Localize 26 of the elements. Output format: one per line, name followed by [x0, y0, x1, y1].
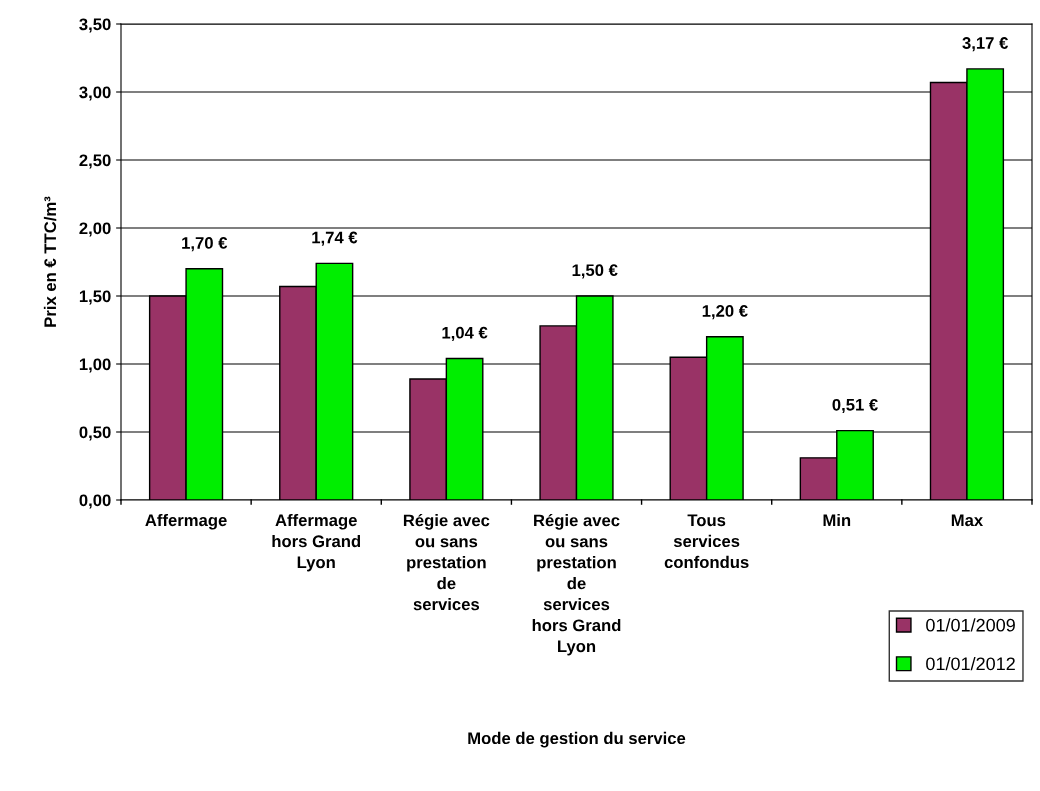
y-tick-label: 0,50 [79, 426, 111, 441]
x-tick-label: Tous services confondus [664, 514, 749, 569]
data-label: 1,50 € [572, 264, 618, 279]
x-tick-label: Régie avec ou sans prestation de services [403, 513, 490, 611]
y-tick-label: 0,00 [79, 494, 111, 509]
data-label: 0,51 € [832, 398, 878, 414]
data-label: 3,17 € [962, 37, 1009, 52]
x-tick-label: Max [951, 514, 984, 527]
y-tick-label: 3,50 [79, 18, 111, 33]
data-label: 1,04 € [442, 326, 488, 342]
x-axis-title: Mode de gestion du service [468, 731, 686, 748]
legend-label: 01/01/2012 [926, 656, 1015, 671]
y-tick-label: 2,50 [79, 154, 111, 169]
y-tick-label: 3,00 [79, 86, 111, 101]
y-tick-label: 2,00 [79, 222, 111, 237]
data-label: 1,20 € [702, 305, 748, 320]
x-tick-label: Min [823, 513, 851, 526]
x-tick-label: Affermage hors Grand Lyon [272, 513, 361, 572]
legend-label: 01/01/2009 [926, 618, 1015, 632]
y-axis-title: Prix en € TTC/m³ [43, 196, 57, 327]
data-label: 1,74 € [312, 231, 358, 246]
data-label: 1,70 € [182, 237, 228, 252]
x-tick-label: Régie avec ou sans prestation de services hors Grand Lyon [532, 513, 621, 656]
y-tick-label: 1,50 [79, 290, 111, 305]
y-tick-label: 1,00 [79, 358, 111, 373]
x-tick-label: Affermage [145, 513, 227, 530]
